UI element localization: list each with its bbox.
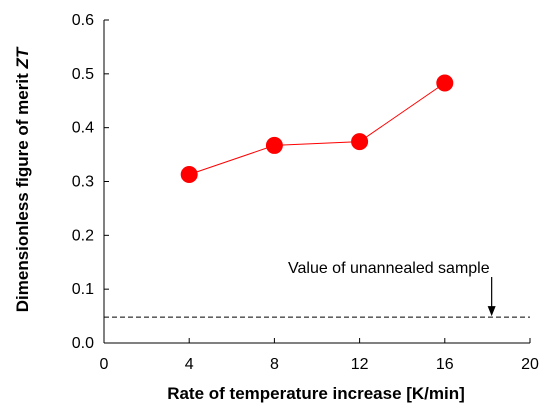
x-tick-label: 12 — [351, 356, 369, 373]
y-tick-label: 0.2 — [72, 227, 94, 244]
zt-data-point — [265, 136, 283, 154]
y-tick-label: 0.3 — [72, 174, 94, 191]
y-axis-label: Dimensionless figure of merit ZT — [13, 46, 32, 312]
y-tick-label: 0.0 — [72, 335, 94, 352]
unannealed-annotation: Value of unannealed sample — [288, 260, 490, 277]
axes-layer — [103, 20, 530, 344]
y-axis-label-main: Dimensionless figure of merit — [13, 69, 32, 313]
zt-series-line — [189, 82, 446, 175]
x-tick-label: 16 — [436, 356, 454, 373]
x-tick-label: 4 — [185, 356, 194, 373]
zt-data-point — [180, 166, 198, 184]
x-tick-label: 0 — [100, 356, 109, 373]
annotation-arrow-layer — [487, 277, 496, 317]
y-tick-label: 0.4 — [72, 120, 94, 137]
x-tick-label: 20 — [521, 356, 539, 373]
x-axis-label: Rate of temperature increase [K/min] — [167, 384, 465, 403]
zt-data-point — [351, 133, 369, 151]
y-tick-label: 0.1 — [72, 281, 94, 298]
ticks-layer: 0 4 8 12 16 20 0.0 0.1 0.2 0.3 0.4 0.5 0.6 — [72, 12, 539, 373]
y-tick-label: 0.5 — [72, 66, 94, 83]
y-axis-label-zt: ZT — [13, 46, 32, 69]
series-layer — [180, 74, 454, 184]
annotation-arrow-head — [487, 306, 496, 317]
y-tick-label: 0.6 — [72, 12, 94, 29]
zt-data-point — [436, 74, 454, 92]
x-tick-label: 8 — [270, 356, 279, 373]
